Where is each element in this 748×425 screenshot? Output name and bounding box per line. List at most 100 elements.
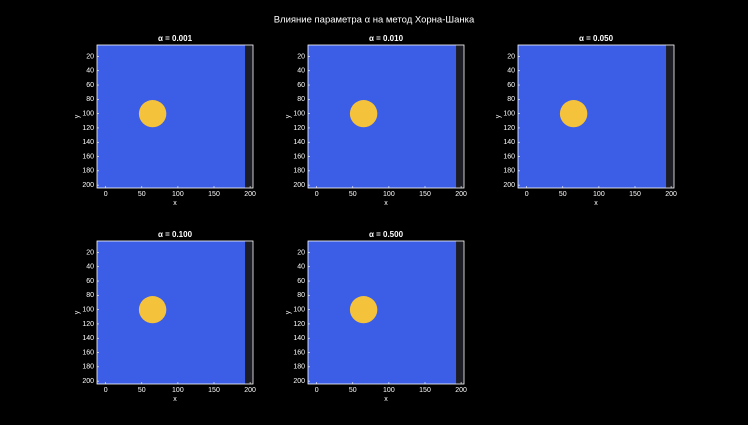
y-tick-label: 60 [297,278,305,285]
x-tick-label: 50 [138,387,146,394]
x-tick-label: 200 [244,387,256,394]
y-tick-label: 200 [503,182,515,189]
axes-box [517,44,675,189]
y-tick-label: 140 [503,139,515,146]
subplot-title: α = 0.010 [369,34,404,43]
y-tick-label: 100 [82,110,94,117]
x-tick-label: 200 [244,191,256,198]
y-tick-label: 40 [297,264,305,271]
x-tick-label: 0 [315,387,319,394]
y-tick-label: 100 [293,306,305,313]
x-tick-label: 100 [383,191,395,198]
y-tick-label: 180 [293,168,305,175]
y-tick-label: 60 [507,82,515,89]
y-tick-label: 120 [293,321,305,328]
x-axis-label: x [173,396,177,403]
object [138,296,167,324]
x-axis-label: x [594,200,598,207]
y-tick-label: 120 [82,125,94,132]
subplot-title: α = 0.100 [158,230,193,239]
y-tick-label: 180 [293,364,305,371]
y-tick-label: 80 [507,96,515,103]
y-tick-label: 140 [293,139,305,146]
image [308,241,464,384]
axes-box [307,44,465,189]
y-tick-label: 20 [86,249,94,256]
y-tick-label: 80 [86,292,94,299]
y-tick-label: 200 [82,182,94,189]
y-axis-label: y [285,310,292,314]
x-axis-label: x [384,200,388,207]
image-band [456,241,464,384]
object [349,100,378,128]
object [559,100,588,128]
y-tick-label: 180 [82,168,94,175]
x-tick-label: 0 [315,191,319,198]
x-tick-label: 50 [349,387,357,394]
y-tick-label: 20 [297,53,305,60]
x-tick-label: 100 [172,191,184,198]
y-tick-label: 100 [503,110,515,117]
image-field [97,45,253,188]
x-tick-label: 150 [419,387,431,394]
x-tick-label: 200 [455,387,467,394]
y-tick-label: 160 [503,153,515,160]
x-tick-label: 200 [665,191,677,198]
axes-box [96,240,254,385]
y-tick-label: 20 [507,53,515,60]
image-field [308,45,464,188]
x-tick-label: 0 [104,387,108,394]
y-tick-label: 40 [297,68,305,75]
y-tick-label: 140 [293,335,305,342]
y-tick-label: 120 [293,125,305,132]
subplot-title: α = 0.050 [579,34,614,43]
y-tick-label: 20 [86,53,94,60]
y-tick-label: 60 [86,82,94,89]
x-tick-label: 150 [208,191,220,198]
x-tick-label: 50 [559,191,567,198]
x-tick-label: 150 [208,387,220,394]
y-tick-label: 60 [297,82,305,89]
image-band [245,45,253,188]
image-band [666,45,674,188]
y-axis-label: y [74,114,81,118]
y-tick-label: 20 [297,249,305,256]
y-tick-label: 80 [297,96,305,103]
image [308,45,464,188]
subplot-title: α = 0.001 [158,34,193,43]
y-tick-label: 200 [82,378,94,385]
image-field [518,45,674,188]
x-tick-label: 150 [629,191,641,198]
image [97,241,253,384]
y-tick-label: 140 [82,139,94,146]
x-tick-label: 200 [455,191,467,198]
x-tick-label: 150 [419,191,431,198]
axes-box [96,44,254,189]
x-axis-label: x [173,200,177,207]
y-tick-label: 40 [86,264,94,271]
y-tick-label: 100 [293,110,305,117]
figure-title: Влияние параметра α на метод Хорна-Шанка [274,15,475,26]
image-field [308,241,464,384]
x-tick-label: 100 [172,387,184,394]
object [349,296,378,324]
y-tick-label: 160 [82,153,94,160]
axes-box [307,240,465,385]
y-tick-label: 80 [297,292,305,299]
subplot-title: α = 0.500 [369,230,404,239]
y-tick-label: 160 [293,153,305,160]
x-tick-label: 50 [138,191,146,198]
x-tick-label: 0 [525,191,529,198]
x-axis-label: x [384,396,388,403]
y-tick-label: 180 [82,364,94,371]
image-band [456,45,464,188]
image-band [245,241,253,384]
y-axis-label: y [74,310,81,314]
image [97,45,253,188]
x-tick-label: 100 [383,387,395,394]
y-tick-label: 40 [86,68,94,75]
y-tick-label: 120 [82,321,94,328]
object [138,100,167,128]
x-tick-label: 100 [593,191,605,198]
